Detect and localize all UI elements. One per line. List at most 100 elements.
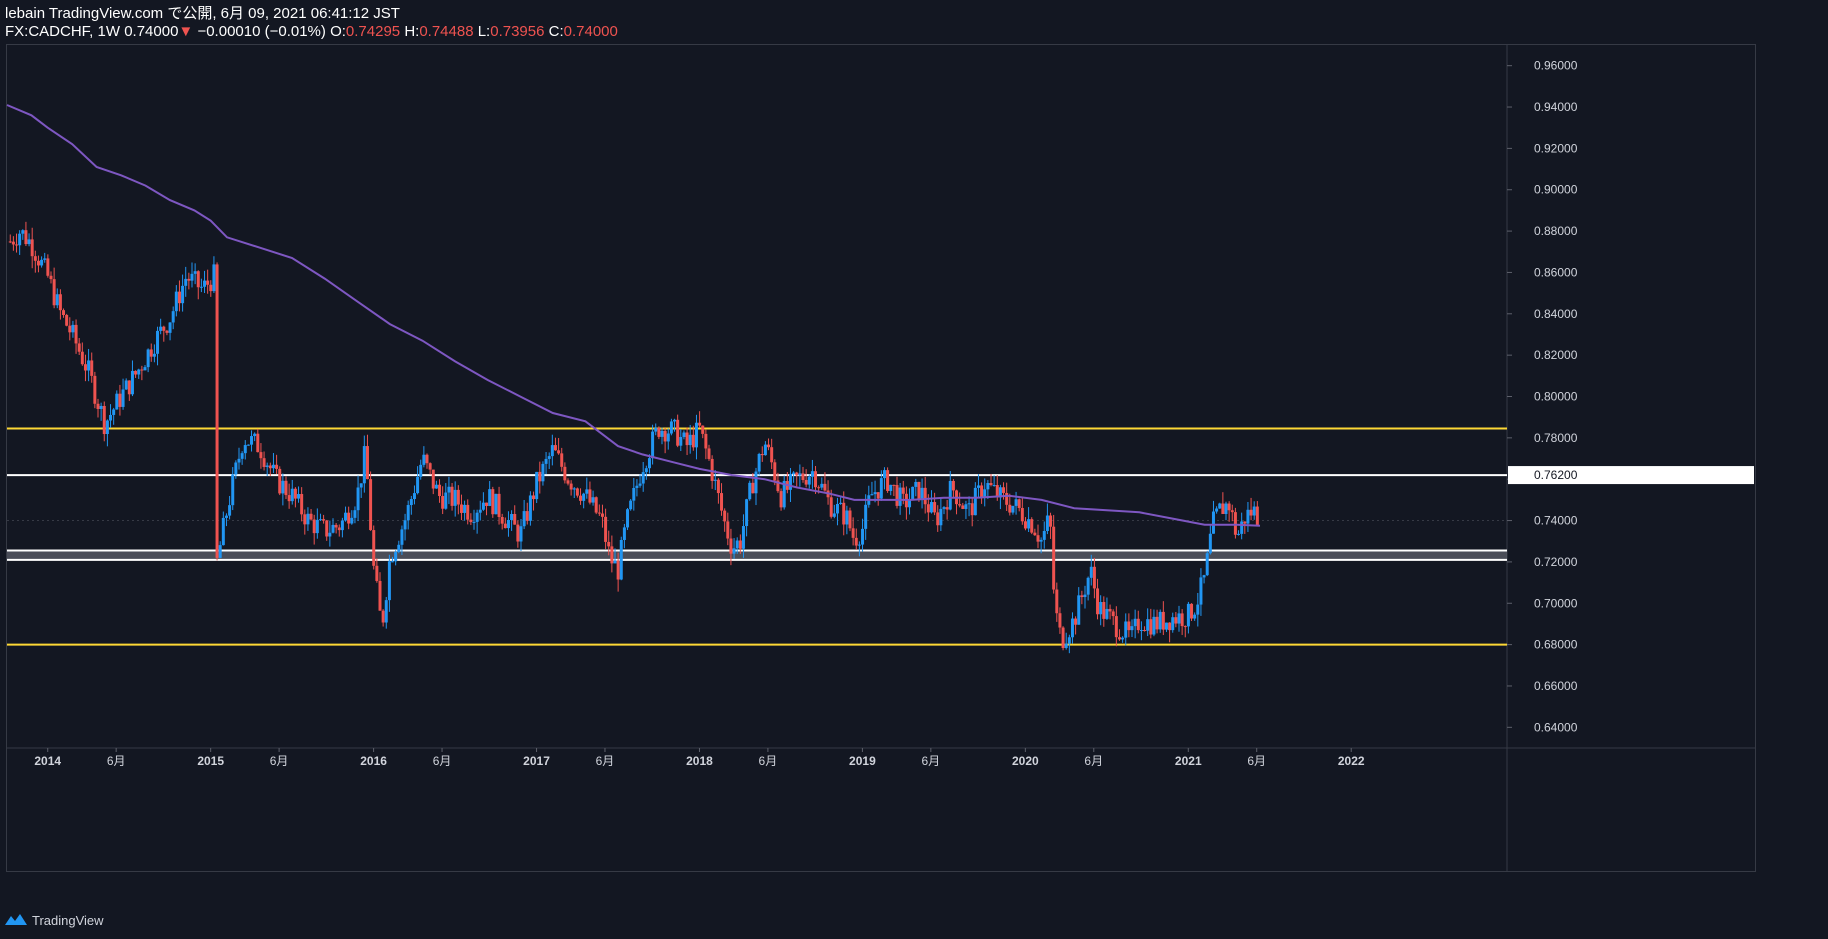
x-tick-label: 6月 [921,754,940,768]
candle-body [500,517,504,524]
chart-frame[interactable] [6,44,1756,872]
candle-body [842,502,846,525]
candle-body [1070,618,1074,638]
candle-body [748,482,752,500]
candle-body [344,512,348,521]
candle-body [720,493,724,511]
candle-body [162,326,166,331]
candle-body [1243,521,1247,524]
candle-body [1117,637,1121,640]
candle-body [218,545,222,558]
candle-body [278,468,282,494]
candle-body [121,389,125,407]
candle-body [773,462,777,481]
candle-body [140,369,144,371]
ohlc-line: FX:CADCHF, 1W 0.74000▼ −0.00010 (−0.01%)… [5,23,618,41]
candle-body [137,369,141,375]
candle-body [174,291,178,312]
candle-body [983,489,987,498]
y-tick-label: 0.68000 [1534,638,1578,652]
candle-body [1002,487,1006,493]
candle-body [917,481,921,500]
candle-body [369,479,373,531]
candle-body [516,524,520,542]
candle-body [1092,566,1096,589]
candle-body [372,530,376,566]
candle-body [224,515,228,518]
candle-body [635,485,639,488]
candle-body [951,480,955,491]
candle-body [948,480,952,510]
candle-body [632,487,636,501]
candle-body [566,480,570,484]
candle-body [52,279,56,306]
candle-body [24,230,28,245]
candle-body [43,258,47,260]
candle-body [776,480,780,492]
candle-body [444,492,448,509]
candle-body [976,485,980,488]
price-badge-label: 0.76200 [1534,468,1578,482]
candle-body [118,393,122,407]
candle-body [403,520,407,530]
candle-body [1064,643,1068,649]
candle-body [1058,613,1062,628]
candle-body [541,463,545,482]
y-tick-label: 0.92000 [1534,141,1578,155]
candle-body [1139,629,1143,631]
candle-body [804,480,808,485]
candle-body [933,502,937,513]
candle-body [1143,629,1147,631]
y-tick-label: 0.80000 [1534,390,1578,404]
candle-body [1177,613,1181,624]
candle-body [597,512,601,514]
candle-body [563,466,567,481]
candle-body [582,493,586,501]
close-value: 0.74000 [563,23,618,40]
candle-body [723,510,727,522]
candle-body [832,513,836,517]
candle-body [911,486,915,501]
candle-body [961,505,965,509]
candle-body [1033,532,1037,536]
candle-body [644,468,648,473]
low-value: 0.73956 [490,23,545,40]
candle-body [1011,505,1015,513]
candle-body [782,481,786,508]
candle-body [1171,617,1175,631]
candle-body [1183,626,1187,628]
candle-body [1030,519,1034,533]
candle-body [666,433,670,442]
candle-body [199,286,203,288]
candle-body [669,421,673,434]
candle-body [1133,618,1137,627]
candle-body [798,473,802,476]
candle-body [21,230,25,234]
x-tick-label: 2018 [686,754,713,768]
price-badge [1508,466,1754,485]
candle-body [412,493,416,500]
candle-body [989,483,993,486]
candle-body [1240,521,1244,534]
candle-body [1045,515,1049,531]
candle-body [231,474,235,506]
candle-body [923,487,927,505]
candle-body [265,465,269,467]
tradingview-brand[interactable]: TradingView [32,912,104,928]
candle-body [760,454,764,456]
chart-header: lebain TradingView.com で公開, 6月 09, 2021 … [5,5,618,41]
candle-body [1023,521,1027,529]
candle-body [550,445,554,457]
tradingview-logo-icon[interactable] [4,913,28,927]
candle-body [1186,603,1190,627]
candle-body [130,370,134,395]
candle-body [1108,608,1112,612]
candle-body [939,508,943,526]
candle-body [447,486,451,493]
candle-body [40,259,44,266]
candle-body [90,360,94,376]
candle-body [77,343,81,352]
candle-body [49,275,53,280]
down-arrow-icon: ▼ [178,23,194,40]
